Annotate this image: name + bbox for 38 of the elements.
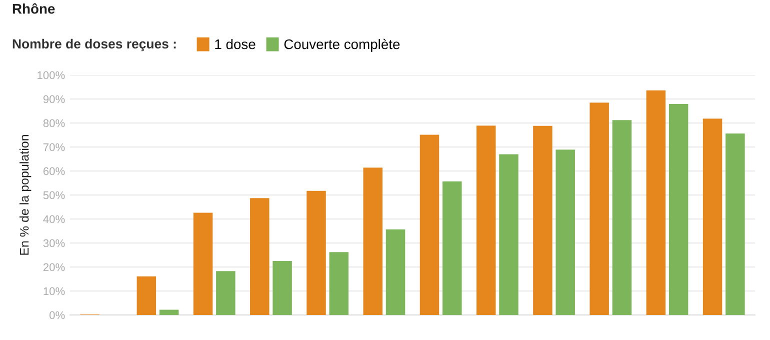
y-tick-label: 0% bbox=[50, 311, 65, 320]
bar bbox=[442, 181, 462, 315]
bar bbox=[250, 198, 270, 315]
y-axis-title: En % de la population bbox=[20, 135, 32, 255]
y-tick-label: 40% bbox=[43, 215, 65, 224]
bar bbox=[499, 154, 518, 315]
bar bbox=[159, 310, 179, 315]
legend-label: 1 dose bbox=[215, 38, 256, 50]
bar bbox=[476, 126, 496, 315]
bar bbox=[590, 102, 609, 315]
text: Rhône bbox=[12, 3, 55, 14]
y-tick-label: 80% bbox=[43, 119, 65, 128]
bar bbox=[363, 168, 382, 315]
y-tick-label: 50% bbox=[43, 191, 65, 200]
bar bbox=[420, 134, 440, 315]
y-tick-label: 20% bbox=[43, 263, 65, 272]
bar bbox=[329, 252, 349, 315]
bar bbox=[386, 229, 406, 315]
bar bbox=[136, 276, 156, 315]
y-tick-label: 10% bbox=[44, 287, 65, 296]
y-tick-label: 60% bbox=[43, 167, 65, 176]
bar bbox=[702, 118, 722, 315]
legend-title: Nombre de doses reçues : bbox=[12, 38, 176, 52]
bar bbox=[726, 134, 745, 315]
bar bbox=[193, 212, 213, 315]
bar bbox=[272, 261, 292, 315]
y-tick-label: 30% bbox=[43, 239, 65, 248]
bar bbox=[612, 120, 632, 315]
bar bbox=[668, 104, 688, 315]
bar bbox=[306, 190, 326, 315]
y-tick-label: 90% bbox=[43, 95, 65, 104]
y-tick-label: 70% bbox=[43, 143, 65, 152]
bar bbox=[216, 271, 236, 315]
y-tick-label: 100% bbox=[38, 71, 65, 80]
bar bbox=[646, 90, 666, 315]
bar bbox=[533, 126, 552, 315]
bar bbox=[556, 150, 575, 315]
legend-label: Couverte complète bbox=[284, 38, 400, 52]
